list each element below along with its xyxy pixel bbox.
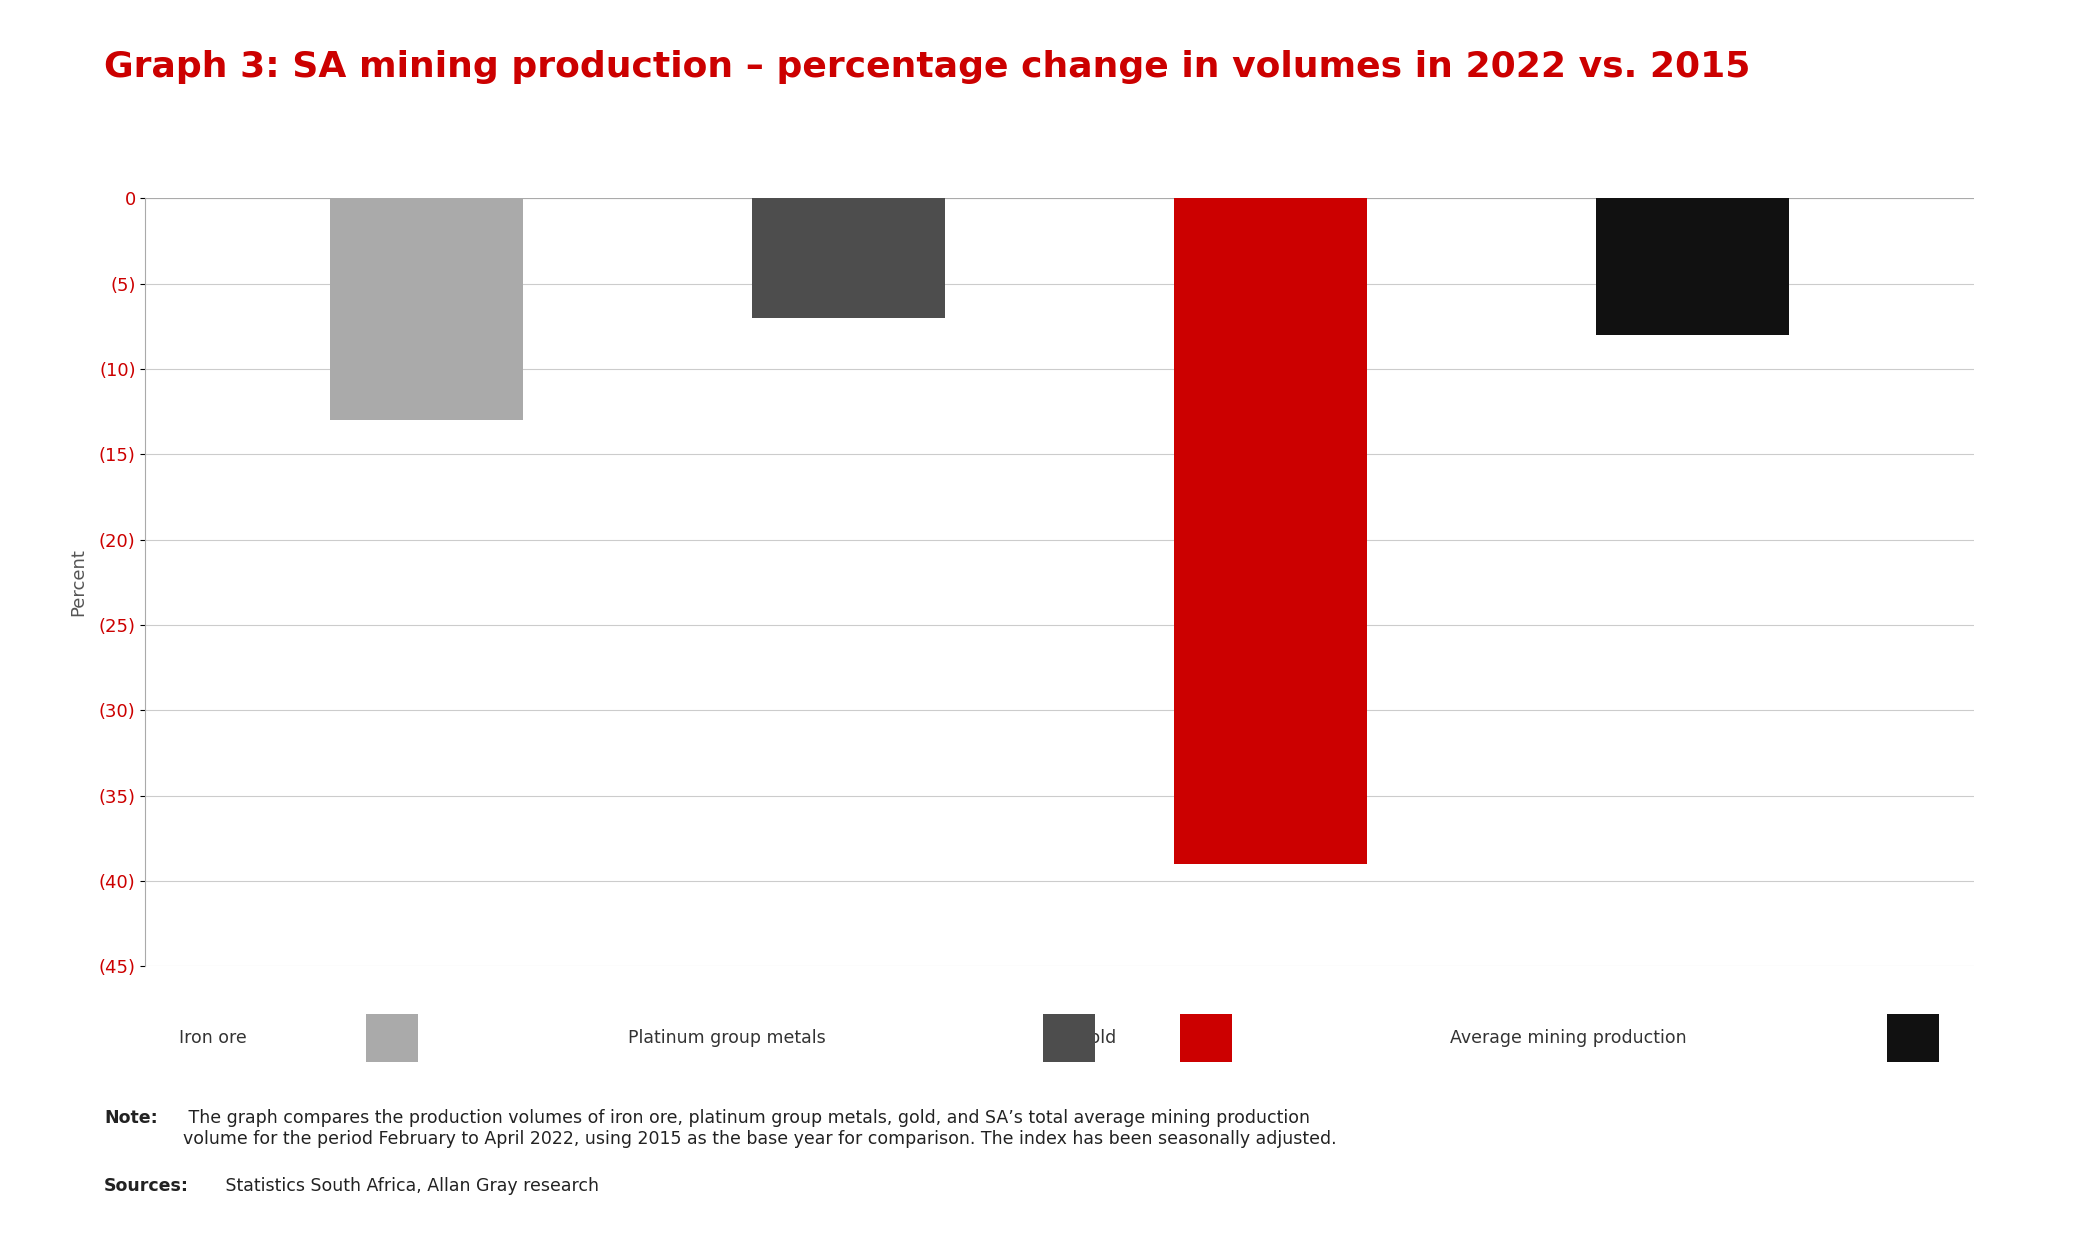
Text: Note:: Note: [104, 1109, 158, 1127]
Text: The graph compares the production volumes of iron ore, platinum group metals, go: The graph compares the production volume… [183, 1109, 1336, 1147]
Y-axis label: Percent: Percent [71, 549, 87, 616]
Text: Average mining production: Average mining production [1450, 1028, 1687, 1047]
Text: Gold: Gold [1076, 1028, 1116, 1047]
Text: Sources:: Sources: [104, 1177, 189, 1196]
Text: Statistics South Africa, Allan Gray research: Statistics South Africa, Allan Gray rese… [220, 1177, 598, 1196]
Text: Graph 3: SA mining production – percentage change in volumes in 2022 vs. 2015: Graph 3: SA mining production – percenta… [104, 50, 1750, 83]
Bar [330, 198, 524, 420]
Bar [1596, 198, 1789, 335]
Text: Iron ore: Iron ore [179, 1028, 247, 1047]
Bar [752, 198, 945, 317]
Bar [1174, 198, 1367, 864]
Text: Platinum group metals: Platinum group metals [628, 1028, 825, 1047]
